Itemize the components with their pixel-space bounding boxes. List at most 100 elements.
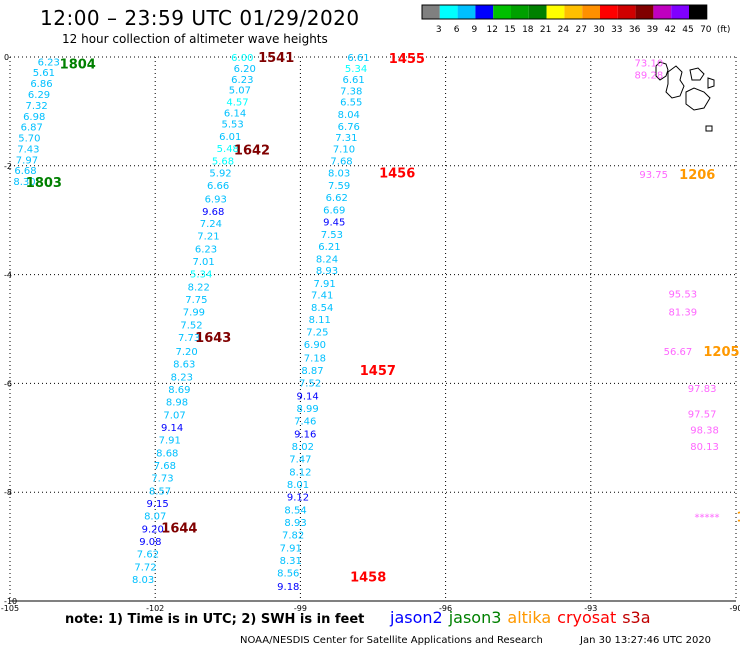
wave-height-label: 6.76 — [338, 122, 360, 133]
mission-s3a: s3a — [622, 608, 651, 627]
pass-time-label: 1206 — [679, 168, 715, 183]
wave-height-label: 8.93 — [316, 266, 338, 277]
wave-height-label: 8.22 — [188, 283, 210, 294]
wave-height-label: 6.00 — [231, 53, 253, 64]
wave-height-label: 9.16 — [294, 429, 316, 440]
wave-height-label: 8.54 — [284, 506, 306, 517]
wave-height-label: 8.87 — [301, 366, 323, 377]
scale-swatch — [493, 5, 511, 19]
wave-height-label: 6.90 — [304, 340, 326, 351]
wave-height-label: 6.23 — [195, 244, 217, 255]
wave-height-label: 8.23 — [171, 372, 193, 383]
scale-label: 6 — [454, 25, 460, 35]
wave-height-label: 7.41 — [311, 291, 333, 302]
scale-label: (ft) — [717, 25, 731, 35]
footer-timestamp: Jan 30 13:27:46 UTC 2020 — [580, 635, 712, 646]
pass-time-label: 1804 — [60, 58, 96, 73]
wave-height-label: 8.30 — [13, 177, 35, 188]
scale-label: 21 — [540, 25, 551, 35]
wave-height-label: 6.68 — [14, 166, 36, 177]
x-tick-label: -102 — [146, 604, 164, 613]
wave-height-label: 6.98 — [23, 112, 45, 123]
wave-height-label: 5.07 — [229, 86, 251, 97]
wave-height-label: 5.68 — [212, 156, 234, 167]
wave-height-label: 6.29 — [28, 90, 50, 101]
wave-height-label: 6.93 — [205, 194, 227, 205]
wave-height-label: 6.61 — [347, 53, 369, 64]
scale-swatch — [511, 5, 529, 19]
wave-height-label: 7.20 — [176, 347, 198, 358]
wave-height-label: 7.62 — [137, 550, 159, 561]
wave-height-label: 7.46 — [294, 416, 316, 427]
scale-label: 18 — [522, 25, 534, 35]
wave-height-label: 8.56 — [277, 569, 299, 580]
wave-height-label: 9.68 — [202, 207, 224, 218]
wave-height-label: 98.38 — [690, 426, 719, 437]
wave-height-label: 7.73 — [151, 474, 173, 485]
wave-height-label: 7.91 — [313, 279, 335, 290]
wave-height-label: 8.07 — [144, 512, 166, 523]
pass-time-label: 1 — [736, 511, 740, 526]
wave-height-label: 7.91 — [159, 435, 181, 446]
wave-height-label: 9.14 — [297, 391, 319, 402]
wave-height-label: 6.87 — [21, 123, 43, 134]
scale-swatch — [564, 5, 583, 19]
wave-height-label: 6.01 — [219, 132, 241, 143]
scale-swatch — [689, 5, 707, 19]
wave-height-label: 7.75 — [185, 295, 207, 306]
wave-height-label: 93.75 — [639, 170, 668, 181]
y-tick-label: 0 — [4, 53, 9, 62]
wave-height-label: 8.69 — [168, 385, 190, 396]
scale-label: 70 — [700, 25, 712, 35]
wave-height-label: 8.93 — [284, 518, 306, 529]
x-tick-label: -90 — [729, 604, 740, 613]
wave-height-label: 8.31 — [280, 556, 302, 567]
grid — [9, 56, 737, 602]
wave-height-label: 6.21 — [318, 242, 340, 253]
wave-height-label: 8.24 — [316, 254, 338, 265]
scale-swatch — [457, 5, 476, 19]
wave-height-label: 8.11 — [309, 315, 331, 326]
wave-height-label: 97.57 — [688, 409, 717, 420]
wave-height-label: 5.61 — [33, 68, 55, 79]
pass-time-label: 1642 — [234, 143, 270, 158]
scale-label: 15 — [504, 25, 515, 35]
scale-label: 45 — [682, 25, 693, 35]
wave-height-label: 95.53 — [668, 290, 697, 301]
wave-height-label: 7.97 — [16, 155, 38, 166]
wave-height-label: 5.70 — [18, 134, 40, 145]
wave-height-label: 8.02 — [292, 442, 314, 453]
wave-height-label: 6.23 — [38, 57, 60, 68]
wave-height-label: 8.12 — [289, 468, 311, 479]
wave-height-label: 9.14 — [161, 423, 183, 434]
wave-height-label: 7.25 — [306, 328, 328, 339]
wave-height-label: 80.13 — [690, 442, 719, 453]
scale-label: 39 — [647, 25, 659, 35]
wave-height-label: 7.43 — [17, 144, 39, 155]
y-tick-label: -10 — [4, 597, 17, 606]
pass-time-label: 1541 — [258, 51, 294, 66]
wave-height-label: 5.92 — [209, 168, 231, 179]
wave-height-label: 7.82 — [282, 531, 304, 542]
wave-height-label: 6.23 — [231, 75, 253, 86]
wave-height-label: 5.48 — [217, 144, 239, 155]
wave-height-label: 6.62 — [326, 193, 348, 204]
wave-height-label: 6.69 — [323, 205, 345, 216]
mission-jason3: jason3 — [448, 608, 502, 627]
wave-height-label: 6.55 — [340, 98, 362, 109]
wave-height-label: 8.98 — [166, 397, 188, 408]
y-tick-label: -4 — [4, 271, 12, 280]
wave-height-label: 6.86 — [30, 79, 52, 90]
wave-height-label: 6.20 — [234, 64, 256, 75]
scale-label: 30 — [593, 25, 605, 35]
wave-height-label: 89.28 — [635, 70, 664, 81]
color-scale-legend: 3 6 9 12 15 18 21 24 27 30 33 36 39 42 45 70 (ft) — [421, 4, 731, 35]
x-tick-label: -99 — [294, 604, 307, 613]
wave-height-label: 7.10 — [333, 144, 355, 155]
page-subtitle: 12 hour collection of altimeter wave hei… — [62, 32, 328, 46]
wave-height-label: 8.99 — [297, 404, 319, 415]
wave-height-label: 7.73 — [178, 333, 200, 344]
scale-label: 9 — [472, 25, 478, 35]
y-tick-label: -8 — [4, 488, 12, 497]
